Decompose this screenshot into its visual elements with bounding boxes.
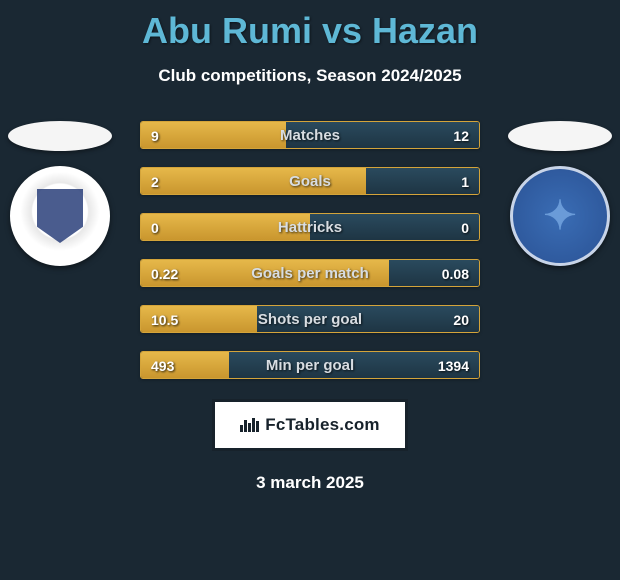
date-label: 3 march 2025 — [0, 473, 620, 493]
stat-label: Hattricks — [141, 214, 479, 241]
stat-label: Matches — [141, 122, 479, 149]
stat-row-hattricks: 0 Hattricks 0 — [140, 213, 480, 241]
brand-watermark: FcTables.com — [212, 399, 408, 451]
chart-icon — [240, 418, 259, 432]
stat-value-right: 20 — [453, 306, 469, 333]
player-b-flag — [508, 121, 612, 151]
stat-value-right: 1394 — [438, 352, 469, 379]
stat-row-min-per-goal: 493 Min per goal 1394 — [140, 351, 480, 379]
stat-value-right: 12 — [453, 122, 469, 149]
player-a-club-crest — [10, 166, 110, 266]
page-title: Abu Rumi vs Hazan — [0, 0, 620, 52]
brand-text: FcTables.com — [265, 415, 380, 435]
stat-row-goals-per-match: 0.22 Goals per match 0.08 — [140, 259, 480, 287]
stat-label: Goals — [141, 168, 479, 195]
stat-label: Shots per goal — [141, 306, 479, 333]
stat-label: Goals per match — [141, 260, 479, 287]
player-a-badges — [8, 121, 112, 266]
stat-value-right: 0 — [461, 214, 469, 241]
player-b-club-crest — [510, 166, 610, 266]
stat-value-right: 0.08 — [442, 260, 469, 287]
player-a-flag — [8, 121, 112, 151]
stat-bars: 9 Matches 12 2 Goals 1 0 Hattricks 0 0.2… — [140, 121, 480, 379]
stat-label: Min per goal — [141, 352, 479, 379]
stat-row-shots-per-goal: 10.5 Shots per goal 20 — [140, 305, 480, 333]
stat-row-matches: 9 Matches 12 — [140, 121, 480, 149]
stat-row-goals: 2 Goals 1 — [140, 167, 480, 195]
comparison-content: 9 Matches 12 2 Goals 1 0 Hattricks 0 0.2… — [0, 121, 620, 493]
subtitle: Club competitions, Season 2024/2025 — [0, 66, 620, 86]
stat-value-right: 1 — [461, 168, 469, 195]
player-b-badges — [508, 121, 612, 266]
